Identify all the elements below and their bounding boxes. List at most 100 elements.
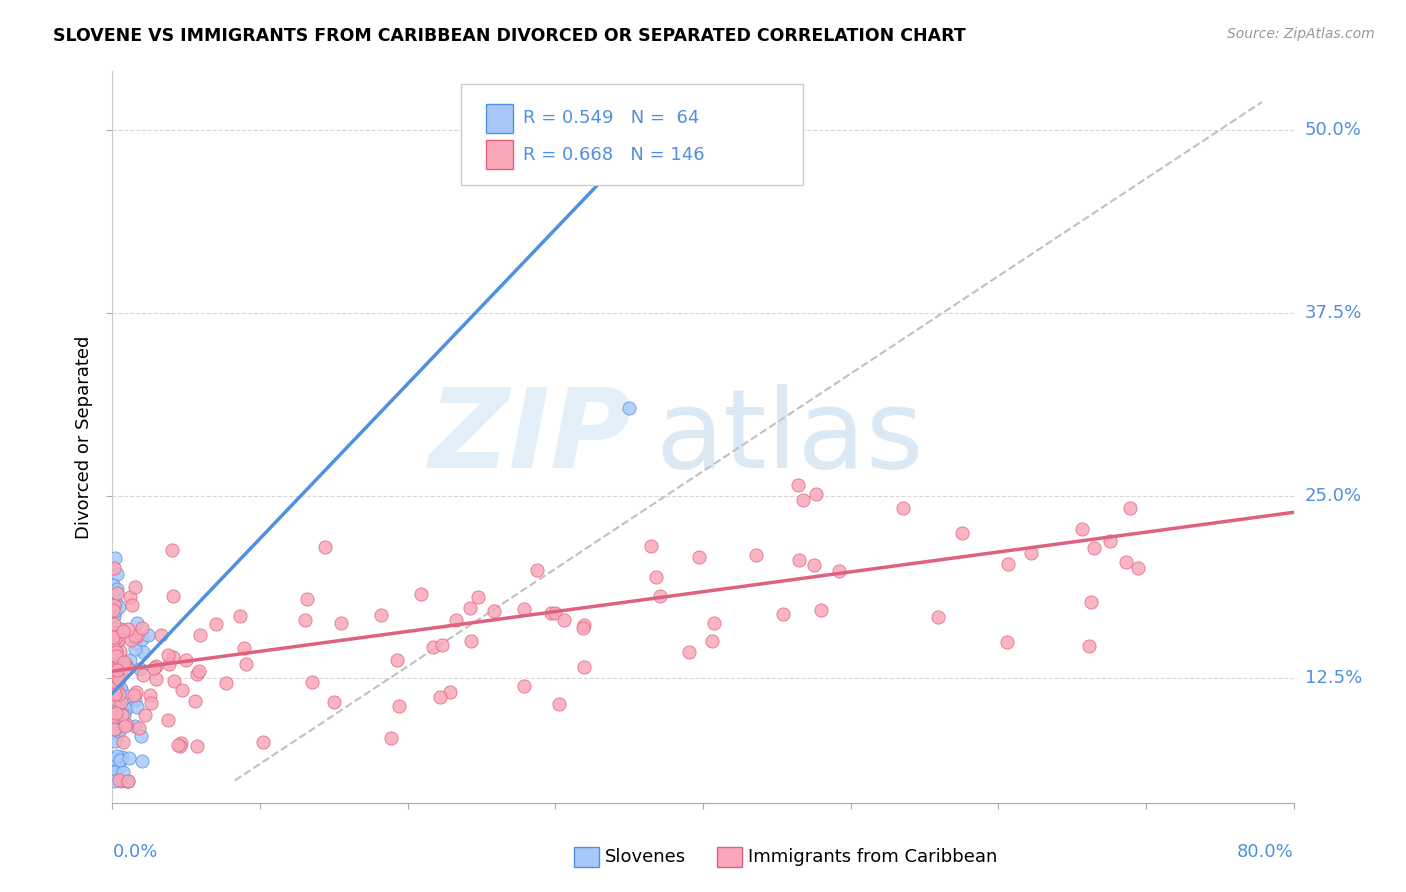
Point: [104, 700, 127, 714]
Text: Source: ZipAtlas.com: Source: ZipAtlas.com: [1227, 27, 1375, 41]
Point: [108, 772, 131, 787]
Point: [380, 731, 402, 746]
Text: 0.0%: 0.0%: [112, 843, 157, 861]
Point: [103, 663, 125, 677]
Point: [114, 719, 136, 733]
Text: ZIP: ZIP: [429, 384, 633, 491]
Point: [127, 616, 149, 631]
Point: [323, 695, 346, 709]
Point: [114, 657, 136, 672]
Point: [108, 688, 131, 702]
Point: [108, 761, 131, 775]
Point: [104, 604, 127, 618]
Point: [572, 621, 595, 635]
Point: [112, 624, 135, 639]
Point: [513, 679, 536, 693]
Point: [162, 589, 184, 603]
Point: [139, 697, 162, 711]
Point: [111, 750, 134, 764]
Point: [444, 613, 467, 627]
Point: [103, 609, 125, 624]
Point: [103, 764, 125, 779]
Point: [792, 493, 814, 508]
Point: [169, 739, 191, 753]
FancyBboxPatch shape: [485, 103, 513, 133]
Point: [186, 739, 208, 753]
Text: R = 0.549   N =  64: R = 0.549 N = 64: [523, 109, 700, 128]
Point: [484, 604, 506, 618]
Point: [1019, 546, 1042, 560]
Point: [157, 713, 180, 727]
Point: [547, 697, 569, 711]
Point: [103, 687, 125, 701]
Point: [330, 616, 353, 631]
Point: [1115, 556, 1137, 570]
Point: [124, 581, 146, 595]
Point: [388, 699, 411, 714]
Point: [439, 685, 461, 699]
Point: [107, 653, 129, 667]
Point: [124, 629, 146, 643]
Point: [103, 714, 125, 729]
Point: [370, 607, 392, 622]
Point: [804, 487, 827, 501]
Point: [927, 610, 949, 624]
Point: [645, 570, 668, 584]
Point: [186, 667, 208, 681]
Point: [157, 657, 180, 671]
Point: [117, 622, 139, 636]
Point: [1077, 639, 1099, 653]
Point: [184, 693, 207, 707]
Point: [1118, 500, 1140, 515]
Point: [540, 606, 562, 620]
Point: [105, 647, 128, 661]
Point: [139, 688, 162, 702]
Point: [950, 526, 973, 541]
Point: [104, 734, 127, 748]
Point: [103, 752, 125, 766]
Point: [107, 632, 129, 647]
Point: [678, 645, 700, 659]
Text: Slovenes: Slovenes: [605, 848, 686, 866]
Point: [104, 691, 127, 706]
Point: [170, 683, 193, 698]
Point: [120, 632, 142, 647]
Point: [127, 629, 149, 643]
Point: [115, 702, 138, 716]
Point: [103, 707, 125, 722]
Point: [112, 707, 135, 722]
Point: [891, 500, 914, 515]
Point: [409, 587, 432, 601]
Point: [166, 739, 188, 753]
Point: [803, 558, 825, 573]
Point: [314, 540, 336, 554]
Point: [1128, 561, 1150, 575]
Point: [104, 722, 127, 736]
Point: [131, 632, 153, 647]
Point: [105, 727, 128, 741]
Point: [640, 539, 662, 553]
Point: [103, 625, 125, 640]
Point: [103, 560, 125, 574]
Point: [688, 549, 710, 564]
Point: [105, 566, 128, 581]
Point: [115, 689, 138, 703]
Point: [301, 674, 323, 689]
Point: [105, 710, 128, 724]
Point: [772, 607, 794, 622]
Point: [115, 696, 138, 710]
Point: [574, 660, 596, 674]
Point: [103, 616, 125, 631]
Point: [108, 752, 131, 766]
Point: [127, 700, 149, 714]
Point: [112, 655, 135, 669]
Point: [107, 749, 129, 764]
Point: [122, 689, 145, 703]
Point: [430, 638, 453, 652]
Point: [105, 631, 128, 645]
Point: [105, 663, 128, 677]
Point: [103, 659, 125, 673]
Text: 50.0%: 50.0%: [1305, 121, 1361, 139]
Text: 12.5%: 12.5%: [1305, 670, 1362, 688]
Point: [112, 735, 135, 749]
